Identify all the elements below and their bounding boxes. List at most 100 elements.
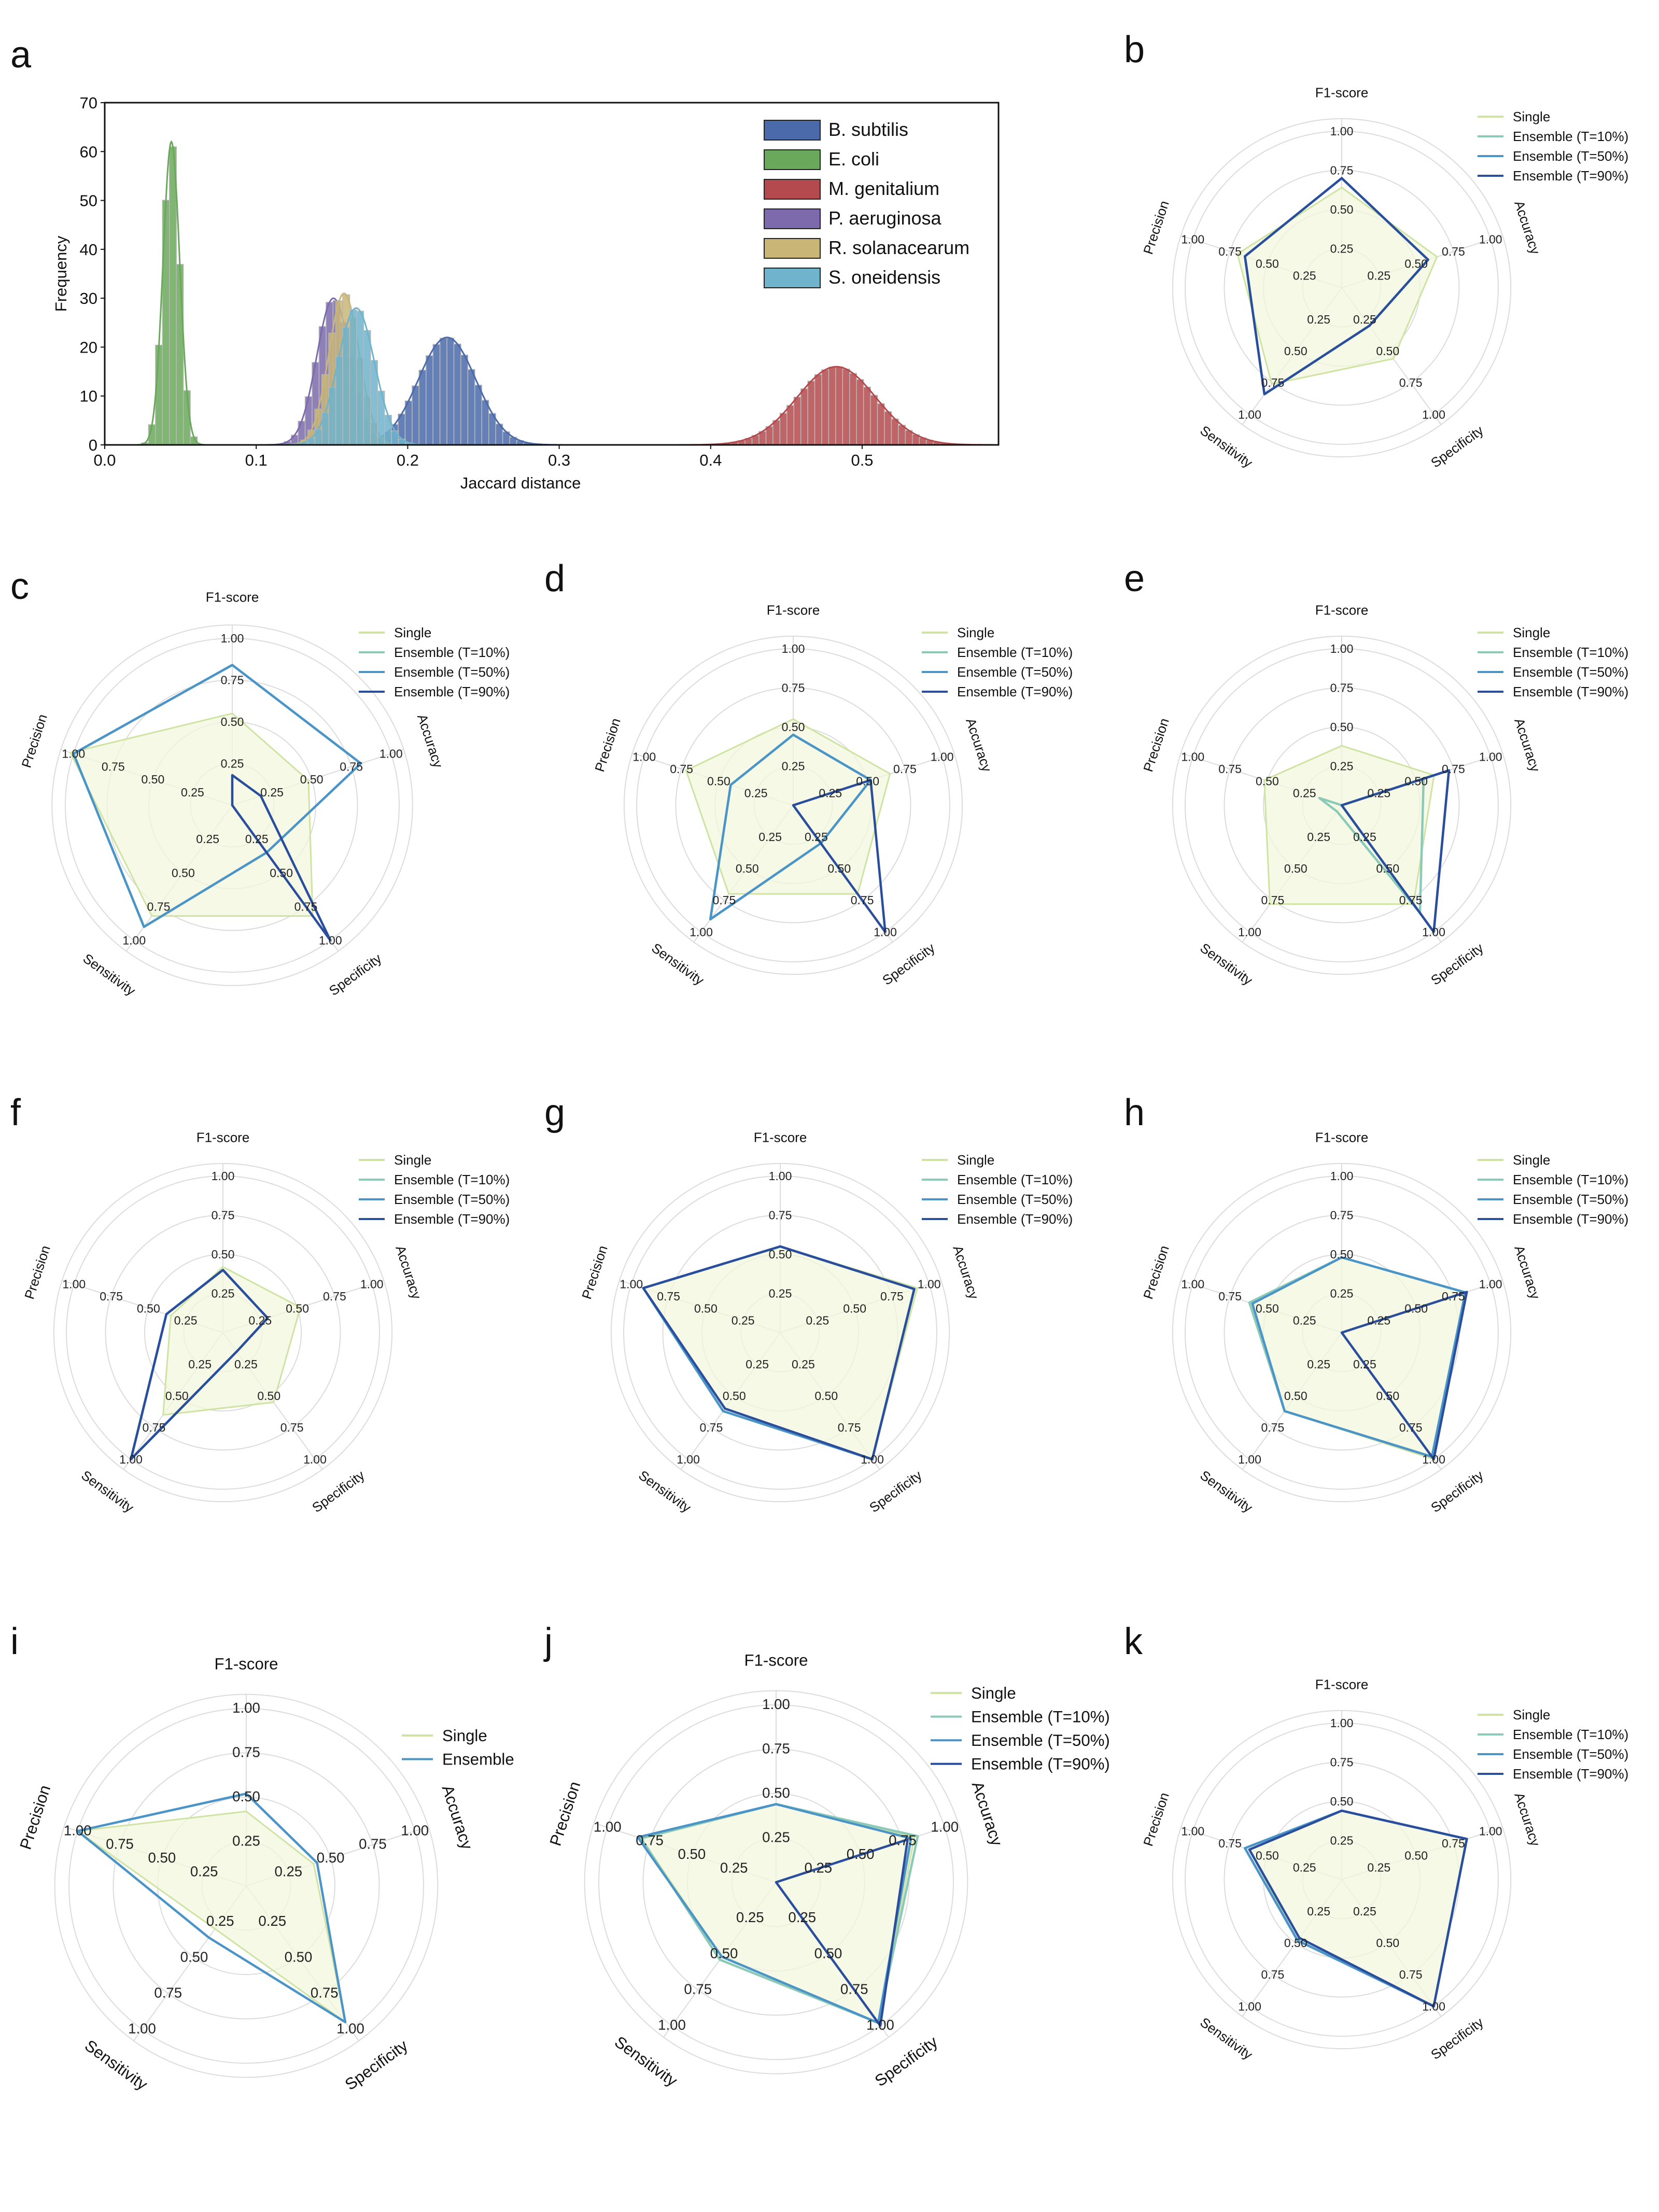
radar-legend: Single Ensemble (T=10%) Ensemble (T=50%) En… [931, 1684, 1110, 1773]
radar-tick-label: 0.25 [1367, 787, 1390, 800]
radar-tick-label: 0.25 [762, 1829, 790, 1845]
legend-label: Ensemble (T=90%) [957, 1211, 1073, 1227]
radar-panel-c: 0.25 0.50 0.75 1.00 0.25 0.50 0.75 1.00 0.25 0.50… [18, 590, 510, 999]
x-tick-label: 0.0 [93, 451, 116, 469]
legend-label: R. solanacearum [828, 237, 969, 258]
radar-tick-label: 1.00 [1238, 1452, 1261, 1466]
radar-tick-label: 0.75 [840, 1981, 868, 1997]
radar-tick-label: 0.50 [1376, 344, 1399, 358]
radar-series-3 [130, 1268, 269, 1461]
radar-series-3 [1244, 177, 1429, 396]
radar-axis-label: Specificity [1428, 2014, 1486, 2063]
radar-tick-label: 0.25 [1330, 760, 1354, 773]
legend-label: S. oneidensis [828, 267, 940, 288]
y-tick-label: 60 [80, 143, 97, 161]
radar-tick-label: 0.75 [100, 1290, 123, 1303]
radar-tick-label: 0.75 [893, 762, 917, 776]
radar-tick-label: 0.25 [769, 1287, 792, 1300]
radar-tick-label: 1.00 [1330, 1716, 1354, 1730]
radar-tick-label: 0.25 [1293, 269, 1316, 283]
histogram-bar [856, 379, 864, 445]
histogram-series-5 [283, 307, 428, 446]
legend-label: Single [971, 1684, 1016, 1702]
radar-tick-label: 0.75 [1399, 1421, 1423, 1434]
legend-label: Ensemble (T=10%) [957, 1172, 1073, 1187]
panel-letter-h: h [1124, 1092, 1145, 1133]
legend-label: Ensemble (T=10%) [1513, 1727, 1628, 1742]
radar-tick-label: 0.25 [1367, 1314, 1390, 1327]
radar-panel-j: 0.25 0.50 0.75 1.00 0.25 0.50 0.75 1.00 0.25 0.50… [546, 1651, 1109, 2091]
y-axis-label: Frequency [52, 235, 70, 312]
panel-letter-c: c [10, 566, 29, 607]
radar-tick-label: 1.00 [1181, 233, 1204, 246]
histogram-frame [104, 102, 1000, 446]
radar-tick-label: 0.75 [880, 1290, 904, 1303]
radar-tick-label: 0.75 [147, 900, 171, 913]
radar-axis-label: Precision [16, 1783, 54, 1852]
radar-tick-label: 0.50 [814, 1945, 842, 1961]
radar-axis-label: Precision [1140, 199, 1172, 256]
histogram-bar [793, 397, 802, 445]
radar-tick-label: 1.00 [1181, 1278, 1204, 1291]
legend-label: Ensemble (T=10%) [1513, 1172, 1628, 1187]
legend-label: Single [1513, 1707, 1550, 1723]
radar-tick-label: 0.50 [678, 1846, 706, 1862]
radar-panel-k: 0.25 0.50 0.75 1.00 0.25 0.50 0.75 1.00 0.25 0.50… [1140, 1677, 1628, 2063]
radar-legend: Single Ensemble (T=10%) Ensemble (T=50%) En… [922, 1152, 1073, 1227]
radar-axis-label: Specificity [1428, 423, 1486, 471]
radar-tick-label: 0.25 [804, 1860, 832, 1876]
radar-panel-h: 0.25 0.50 0.75 1.00 0.25 0.50 0.75 1.00 0.25 0.50… [1140, 1130, 1628, 1516]
histogram-bar [467, 369, 475, 445]
y-tick-label: 10 [80, 387, 97, 405]
x-axis-label: Jaccard distance [460, 474, 581, 492]
radar-axis-label: Specificity [342, 2036, 411, 2094]
radar-axis-label: F1-score [754, 1130, 807, 1145]
radar-tick-label: 0.75 [636, 1832, 664, 1849]
radar-tick-label: 0.50 [1330, 1795, 1354, 1808]
histogram-panel-a: 0.0 0.1 0.2 0.3 0.4 0.5 0 10 20 30 40 50 60 70 Jaccard… [52, 94, 1000, 492]
legend-swatch [764, 179, 821, 200]
radar-series-2 [709, 733, 872, 921]
radar-tick-label: 1.00 [782, 642, 805, 655]
radar-series-0 [69, 712, 314, 917]
panel-letter-b: b [1124, 29, 1145, 71]
radar-panel-i: 0.25 0.50 0.75 1.00 0.25 0.50 0.75 1.00 0.25 0.50… [16, 1655, 514, 2094]
radar-tick-label: 1.00 [918, 1278, 941, 1291]
radar-tick-label: 0.25 [1353, 313, 1376, 326]
radar-tick-label: 0.25 [792, 1357, 815, 1371]
radar-tick-label: 0.75 [311, 1985, 339, 2001]
radar-tick-label: 0.50 [1330, 1248, 1354, 1261]
radar-tick-label: 1.00 [122, 934, 146, 947]
legend-label: Ensemble (T=50%) [1513, 148, 1628, 164]
legend-label: Ensemble (T=50%) [971, 1731, 1110, 1749]
radar-tick-label: 0.75 [1218, 762, 1242, 776]
radar-tick-label: 0.25 [1330, 1834, 1354, 1847]
radar-tick-label: 0.75 [838, 1421, 861, 1434]
radar-tick-label: 1.00 [1238, 1999, 1261, 2013]
histogram-bar [391, 430, 399, 445]
radar-axis-label: F1-score [767, 603, 820, 618]
radar-tick-label: 0.25 [260, 786, 284, 799]
y-tick-label: 20 [80, 338, 97, 356]
radar-tick-label: 0.25 [1330, 242, 1354, 256]
radar-legend: Single Ensemble (T=10%) Ensemble (T=50%) En… [1478, 1152, 1628, 1227]
histogram-bar [418, 370, 427, 445]
radar-tick-label: 1.00 [1479, 233, 1502, 246]
radar-tick-label: 0.75 [340, 760, 363, 773]
radar-series-3 [1340, 1291, 1468, 1461]
radar-tick-label: 0.50 [300, 773, 324, 786]
radar-tick-label: 0.50 [847, 1846, 875, 1862]
histogram-density-line [283, 307, 428, 446]
radar-tick-label: 0.75 [280, 1421, 304, 1434]
histogram-bar [342, 327, 350, 445]
radar-panel-g: 0.25 0.50 0.75 1.00 0.25 0.50 0.75 1.00 0.25 0.50… [579, 1130, 1073, 1516]
x-tick-label: 0.4 [699, 451, 722, 469]
radar-tick-label: 0.50 [1330, 720, 1354, 734]
radar-tick-label: 0.75 [1330, 164, 1354, 177]
radar-axis-label: Accuracy [1511, 1790, 1543, 1848]
legend-label: Ensemble (T=10%) [1513, 645, 1628, 660]
histogram-bar [786, 405, 794, 445]
radar-tick-label: 1.00 [594, 1818, 622, 1835]
legend-label: Single [1513, 1152, 1550, 1168]
radar-tick-label: 0.75 [1399, 376, 1423, 389]
